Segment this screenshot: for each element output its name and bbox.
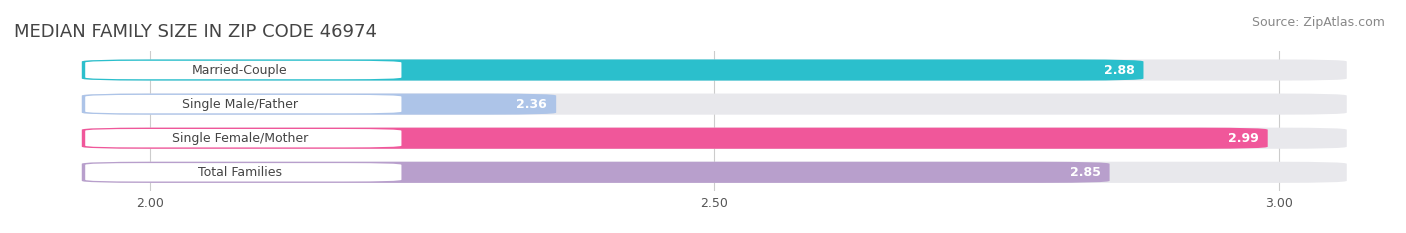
Text: Single Male/Father: Single Male/Father (181, 98, 298, 111)
FancyBboxPatch shape (86, 95, 402, 113)
FancyBboxPatch shape (82, 162, 1109, 183)
Text: 2.88: 2.88 (1104, 64, 1135, 76)
FancyBboxPatch shape (82, 59, 1143, 81)
Text: 2.99: 2.99 (1227, 132, 1258, 145)
FancyBboxPatch shape (82, 93, 1347, 115)
FancyBboxPatch shape (82, 128, 1268, 149)
Text: Total Families: Total Families (198, 166, 283, 179)
FancyBboxPatch shape (86, 163, 402, 182)
Text: Single Female/Mother: Single Female/Mother (172, 132, 308, 145)
FancyBboxPatch shape (82, 162, 1347, 183)
FancyBboxPatch shape (82, 59, 1347, 81)
FancyBboxPatch shape (82, 128, 1347, 149)
Text: 2.85: 2.85 (1070, 166, 1101, 179)
FancyBboxPatch shape (82, 93, 557, 115)
FancyBboxPatch shape (86, 129, 402, 147)
Text: MEDIAN FAMILY SIZE IN ZIP CODE 46974: MEDIAN FAMILY SIZE IN ZIP CODE 46974 (14, 23, 377, 41)
Text: Source: ZipAtlas.com: Source: ZipAtlas.com (1251, 16, 1385, 29)
Text: 2.36: 2.36 (516, 98, 547, 111)
Text: Married-Couple: Married-Couple (193, 64, 288, 76)
FancyBboxPatch shape (86, 61, 402, 79)
